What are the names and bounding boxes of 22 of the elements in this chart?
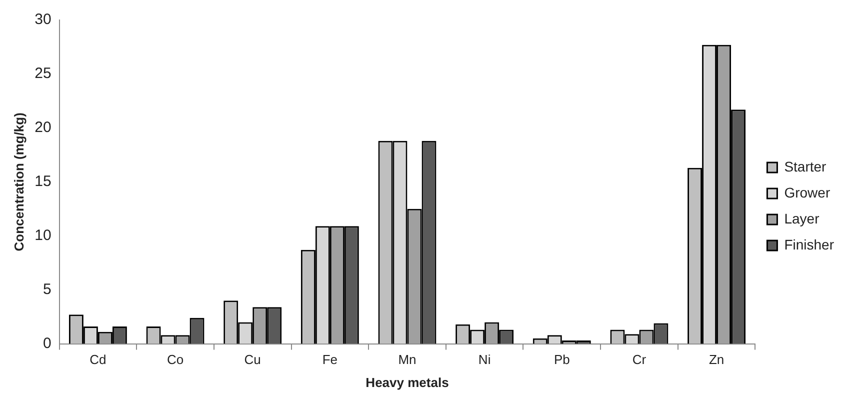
x-tick-label: Cu — [244, 352, 261, 368]
x-axis-title: Heavy metals — [366, 374, 449, 390]
x-tick-label: Ni — [478, 352, 491, 368]
legend-label: Finisher — [784, 236, 834, 252]
x-tick-label: Fe — [322, 352, 338, 368]
x-tick-label: Cd — [90, 352, 106, 368]
y-tick-label: 25 — [34, 65, 52, 82]
x-tick-label: Zn — [708, 352, 724, 368]
x-tick-label: Pb — [554, 352, 570, 368]
y-tick-label: 20 — [34, 119, 52, 136]
x-tick-label: Cr — [632, 352, 647, 368]
y-tick-label: 15 — [34, 173, 52, 190]
x-tick-label: Mn — [398, 352, 416, 368]
y-tick-label: 30 — [34, 11, 52, 28]
x-tick-label: Co — [166, 352, 184, 368]
y-tick-label: 10 — [34, 227, 52, 244]
legend-label: Starter — [784, 158, 827, 174]
y-tick-label: 5 — [42, 280, 52, 298]
y-tick-label: 0 — [42, 334, 52, 352]
legend-label: Grower — [784, 184, 830, 200]
legend-label: Layer — [784, 210, 820, 226]
y-axis-title: Concentration (mg/kg) — [11, 112, 26, 252]
